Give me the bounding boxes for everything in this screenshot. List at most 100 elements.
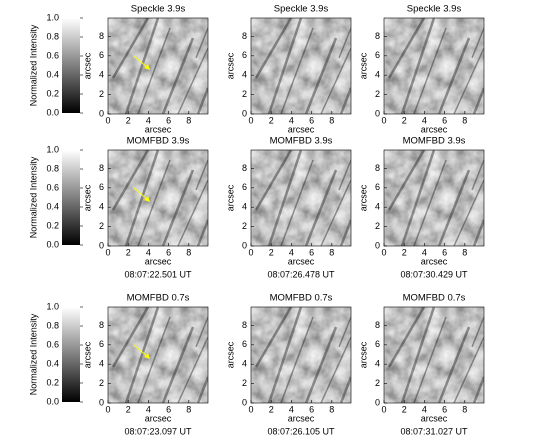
y-tick-label: 8 — [99, 31, 104, 41]
colorbar-tick-label: 0.4 — [46, 358, 59, 368]
panel: Speckle 3.9s 0 2 4 6 8 0 2 4 6 8 arcsec arcsec — [358, 4, 485, 134]
colorbar-tick-label: 0.8 — [46, 31, 59, 41]
fibril — [400, 307, 436, 403]
arrow — [133, 344, 149, 358]
fibril — [437, 326, 471, 403]
colorbar-tick-label: 0.6 — [46, 339, 59, 349]
x-axis-label: arcsec — [145, 413, 172, 423]
y-tick-label: 6 — [375, 182, 380, 192]
y-tick-label: 6 — [99, 339, 104, 349]
fibril — [453, 47, 484, 114]
x-tick-label: 8 — [462, 247, 467, 257]
y-tick-label: 0 — [375, 240, 380, 250]
y-tick-label: 6 — [99, 50, 104, 60]
solar-image — [251, 307, 351, 403]
colorbar-tick-label: 0.0 — [46, 107, 59, 117]
x-tick-label: 4 — [289, 115, 294, 125]
y-axis-label: arcsec — [82, 341, 92, 368]
y-tick-label: 0 — [242, 108, 247, 118]
fibril — [254, 18, 293, 79]
fibril — [196, 219, 208, 246]
x-tick-label: 0 — [105, 115, 110, 125]
fibril — [387, 150, 426, 211]
x-tick-label: 0 — [105, 404, 110, 414]
colorbar-label: Normalized Intensity — [28, 24, 38, 106]
arrow-head — [144, 196, 150, 202]
y-tick-label: 4 — [99, 359, 104, 369]
y-axis-label: arcsec — [225, 52, 235, 79]
fibril — [387, 18, 426, 79]
fibril — [339, 376, 351, 403]
colorbar-tick-label: 1.0 — [46, 12, 59, 22]
fibril — [304, 37, 338, 114]
x-tick-label: 4 — [422, 247, 427, 257]
y-tick-label: 4 — [242, 70, 247, 80]
timestamp: 08:07:26.105 UT — [267, 426, 335, 436]
x-axis-label: arcsec — [288, 256, 315, 266]
y-tick-label: 0 — [99, 108, 104, 118]
x-tick-label: 4 — [289, 404, 294, 414]
image-frame — [107, 149, 209, 247]
panel-title: MOMFBD 0.7s — [270, 293, 333, 304]
y-tick-label: 2 — [242, 221, 247, 231]
y-tick-label: 0 — [375, 108, 380, 118]
x-tick-label: 2 — [402, 115, 407, 125]
y-axis-label: arcsec — [82, 52, 92, 79]
y-tick-label: 8 — [99, 320, 104, 330]
fibril — [472, 376, 484, 403]
fibril — [124, 150, 160, 246]
colorbar-label: Normalized Intensity — [28, 313, 38, 395]
image-frame — [250, 149, 352, 247]
x-tick-label: 8 — [462, 115, 467, 125]
image-texture — [108, 18, 208, 114]
fibril — [304, 326, 338, 403]
timestamp: 08:07:22.501 UT — [124, 269, 192, 279]
timestamp: 08:07:31.027 UT — [400, 426, 468, 436]
x-axis-label: arcsec — [145, 124, 172, 134]
x-tick-label: 2 — [269, 247, 274, 257]
y-tick-label: 4 — [242, 202, 247, 212]
x-tick-label: 4 — [422, 115, 427, 125]
fibril — [196, 87, 208, 114]
fibril — [304, 169, 338, 246]
panel: Speckle 3.9s 0 2 4 6 8 0 2 4 6 8 arcsec arcsec — [225, 4, 352, 134]
fibril — [177, 336, 208, 403]
fibril — [413, 27, 447, 114]
fibril — [413, 316, 447, 403]
panel: MOMFBD 3.9s 0 2 4 6 8 0 2 4 6 8 arcsec arcsec 08:07:2… — [82, 136, 209, 279]
solar-image — [251, 18, 351, 114]
fibril — [137, 316, 171, 403]
arrow — [133, 187, 149, 201]
fibril — [267, 307, 303, 403]
fibril — [161, 326, 195, 403]
x-tick-label: 6 — [309, 247, 314, 257]
fibril — [338, 316, 351, 348]
timestamp: 08:07:30.429 UT — [400, 269, 468, 279]
y-tick-label: 6 — [242, 339, 247, 349]
fibril — [280, 316, 314, 403]
x-tick-label: 4 — [146, 247, 151, 257]
arrow-head — [144, 353, 150, 359]
x-tick-label: 0 — [248, 115, 253, 125]
y-tick-label: 2 — [375, 378, 380, 388]
x-tick-label: 6 — [309, 115, 314, 125]
x-axis-label: arcsec — [421, 413, 448, 423]
y-axis-label: arcsec — [358, 341, 368, 368]
panel-title: Speckle 3.9s — [407, 4, 462, 15]
x-tick-label: 6 — [166, 404, 171, 414]
fibril — [320, 179, 351, 246]
y-tick-label: 0 — [99, 240, 104, 250]
fibril — [267, 150, 303, 246]
x-tick-label: 8 — [329, 247, 334, 257]
x-tick-label: 4 — [146, 115, 151, 125]
colorbar-tick-label: 1.0 — [46, 144, 59, 154]
y-tick-label: 4 — [375, 70, 380, 80]
colorbar-tick-label: 0.6 — [46, 50, 59, 60]
x-tick-label: 8 — [186, 404, 191, 414]
y-axis-label: arcsec — [82, 184, 92, 211]
x-tick-label: 0 — [248, 247, 253, 257]
y-tick-label: 2 — [242, 378, 247, 388]
fibril — [437, 37, 471, 114]
y-tick-label: 6 — [375, 50, 380, 60]
fibril — [254, 150, 293, 211]
